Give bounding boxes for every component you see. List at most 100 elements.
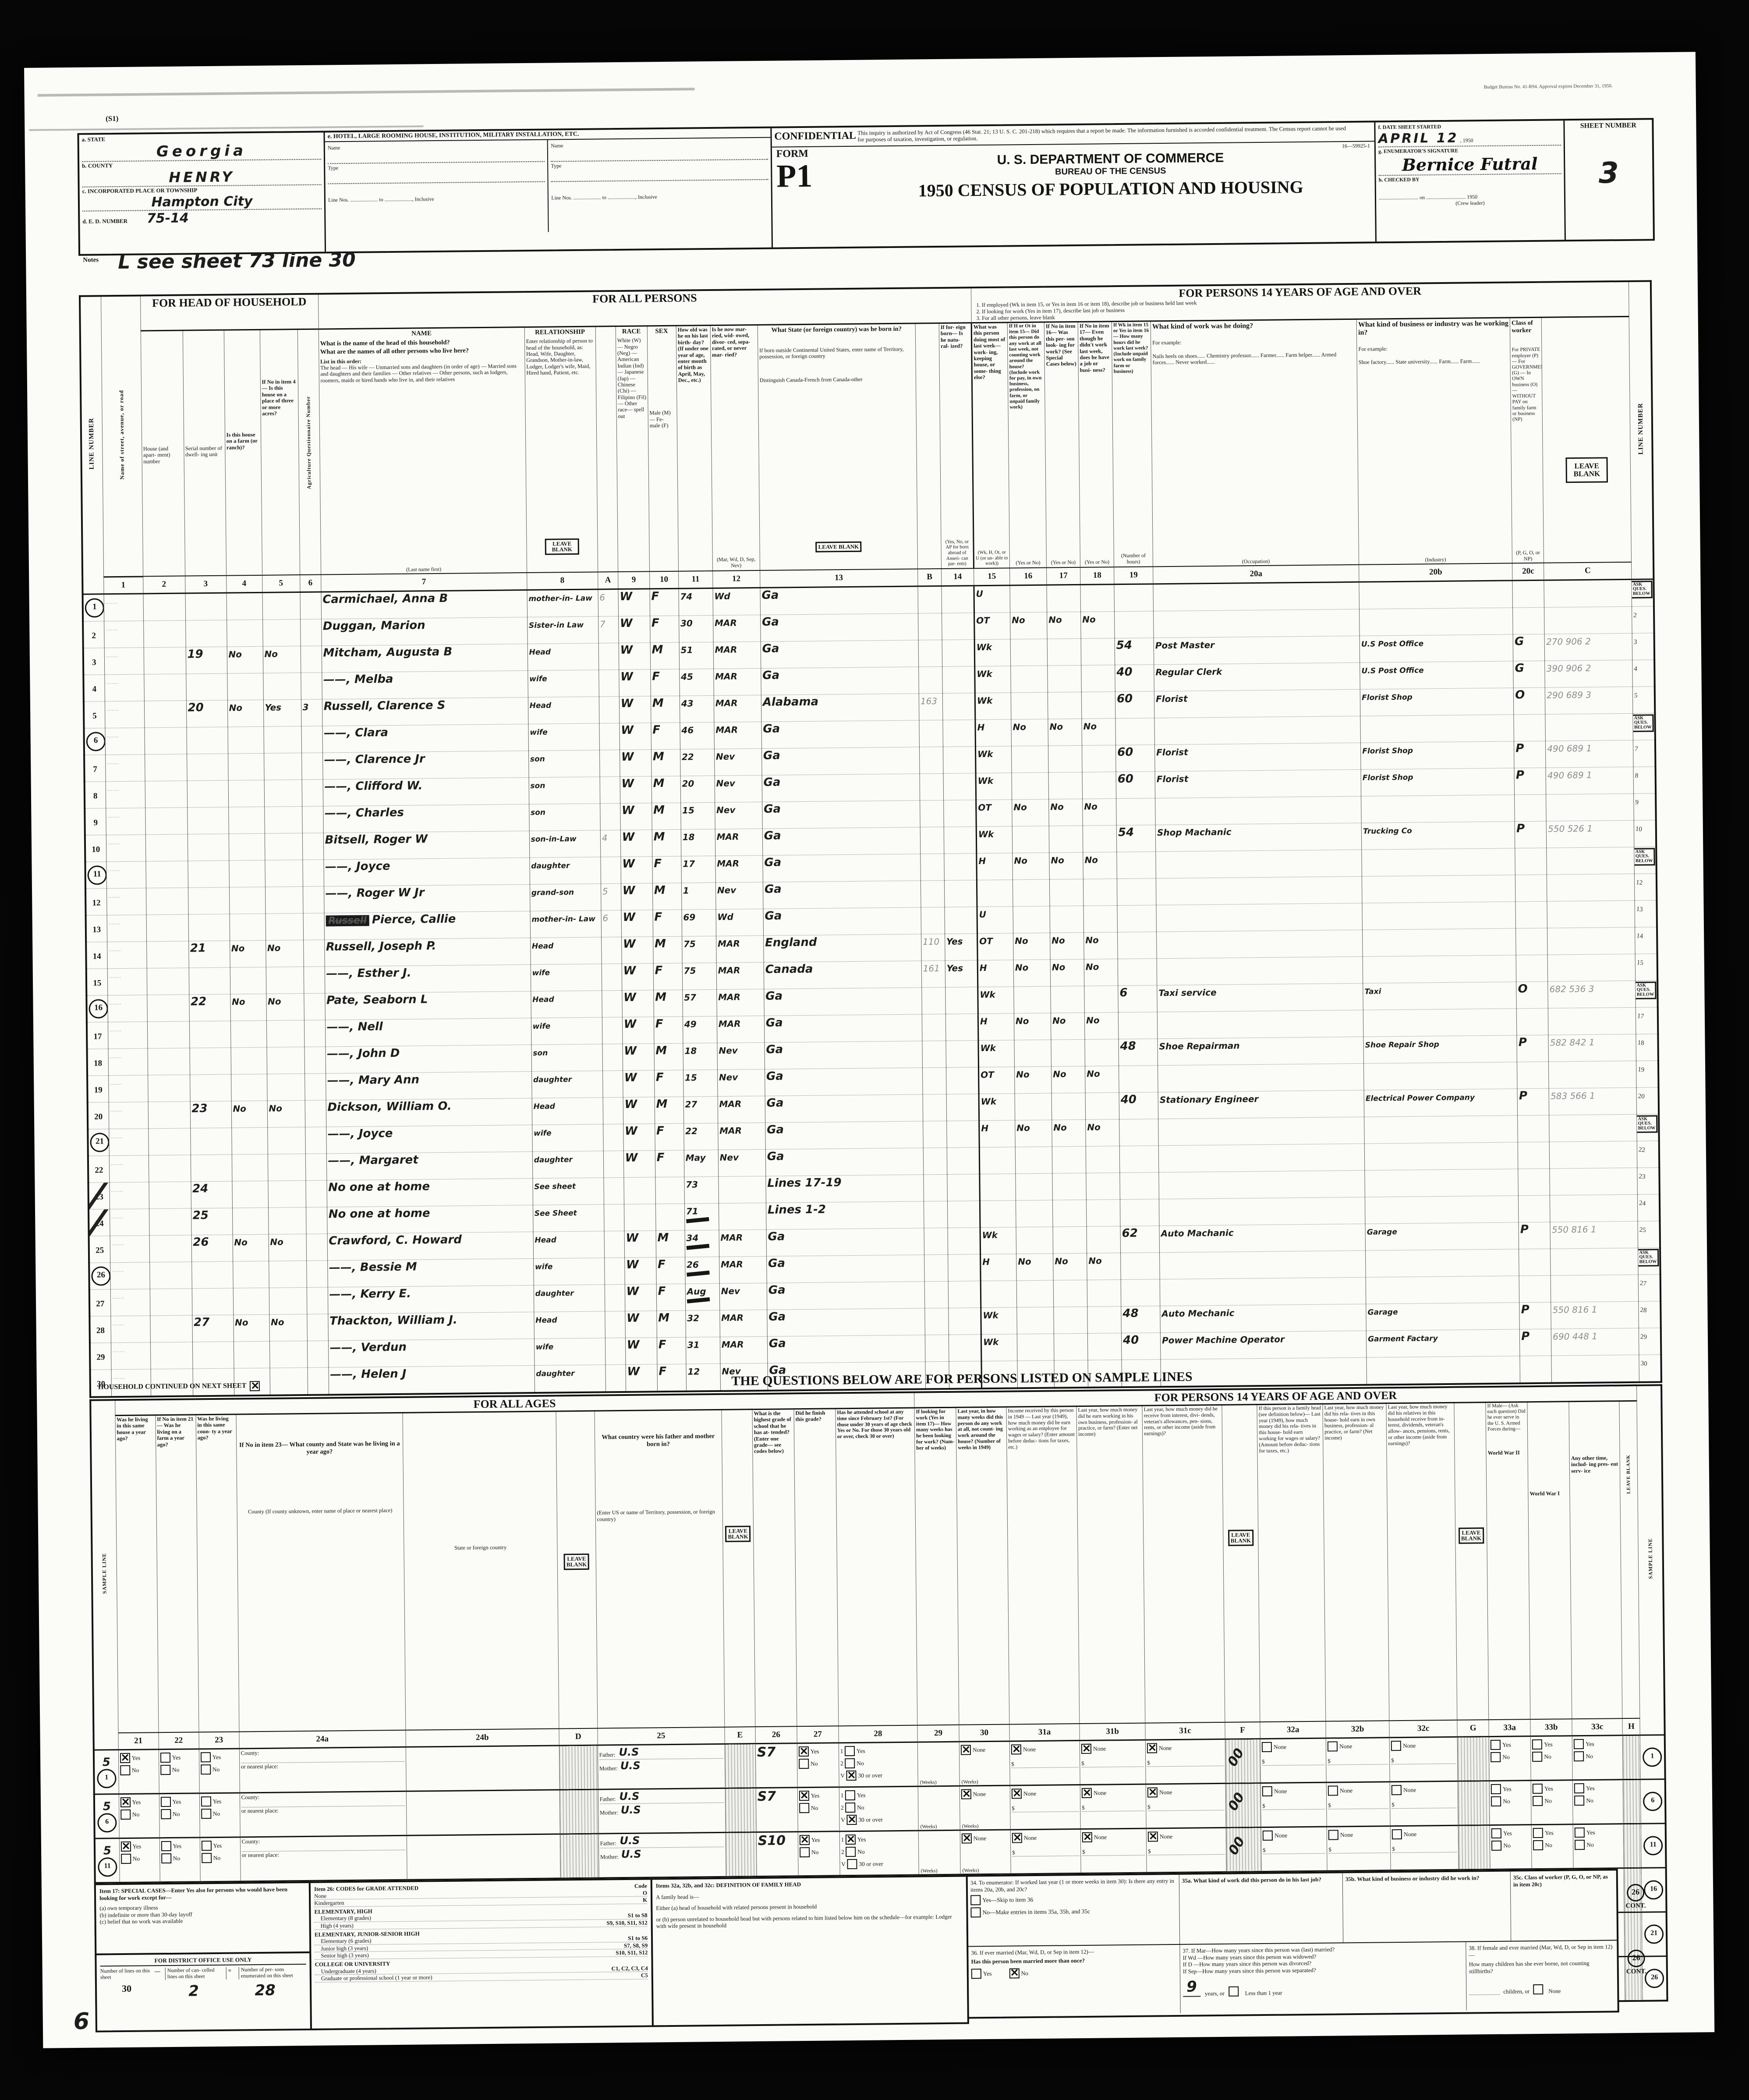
item17-box: Item 17: SPECIAL CASES—Enter Yes also fo… [94,1881,312,1957]
person-name: ——, Charles [324,806,404,820]
house-number-cell [145,834,188,861]
birthplace-cell: Ga [767,1308,925,1336]
column-number: 17 [1046,567,1080,585]
sex-cell: M [653,989,683,1017]
col24a-header: If No in item 23— What county and State … [236,1413,406,1732]
class-of-worker-cell [1515,928,1548,955]
farm-cell [231,1154,268,1181]
q32a-cell: None $ [1260,1738,1327,1783]
sex-cell: M [656,1310,686,1338]
hours-cell [1118,1012,1158,1039]
colA-cell [602,1070,623,1098]
colC-cell: 583 566 1 [1549,1087,1637,1115]
marital-cell: MAR [719,1309,768,1337]
serial-number-cell: 24 [191,1181,233,1208]
line-number: 1 [85,598,104,618]
marital-cell: MAR [713,614,761,642]
form-header: a. STATE Georgia b. COUNTY HENRY c. INCO… [77,118,1655,256]
marital-cell: MAR [716,962,764,989]
industry-cell: U.S Post Office [1360,661,1514,689]
sex-cell: F [655,1150,684,1177]
occupation-cell: Post Master [1154,635,1360,665]
farm-cell [228,806,265,834]
q32b-cell: None $ [1326,1781,1391,1827]
age-cell: 45 [679,668,714,696]
worked-cell: No [1010,612,1048,639]
family-head-definition-box: Items 32a, 32b, and 32c: DEFINITION OF F… [650,1875,969,2027]
colC-header: LEAVE BLANK [1541,316,1632,563]
q28-cell: 1 Yes 2 No V 30 or over [839,1831,919,1876]
activity-cell: H [979,1120,1016,1147]
column-number: 18 [1080,567,1114,584]
name-cell: Russell Pierce, Callie [324,911,531,940]
col5-header: If No in item 4— Is this house on a plac… [259,329,300,575]
q32c-cell: None $ [1389,1737,1458,1782]
line-number: 14 [92,951,101,961]
colB-cell [920,826,944,854]
activity-cell: H [978,1013,1014,1041]
line-number: 21 [90,1132,109,1152]
industry-cell: Electrical Power Company [1364,1088,1518,1117]
agq-cell [306,1207,327,1234]
race-cell: W [620,776,652,804]
naturalized-cell [942,693,975,720]
farm-cell [230,1020,267,1048]
q32c-cell: None $ [1390,1825,1459,1870]
house-number-cell [146,941,189,968]
column-number: 20c [1512,563,1544,581]
agency-title: 16—59925-1 U. S. DEPARTMENT OF COMMERCE … [851,142,1371,201]
acres-cell [269,1287,307,1314]
q33b-cell: Yes No [1531,1824,1574,1869]
q21-no-checkbox [120,1765,130,1776]
other-service-yes-checkbox [1573,1739,1584,1749]
column-number: 28 [838,1725,918,1743]
q33a-cell: Yes No [1489,1736,1531,1781]
sex-cell: M [650,642,680,669]
code-jrhigh-value: S7, S8, S9 [623,1942,648,1949]
col3-header: Serial number of dwell- ing unit [182,330,227,576]
item36-yes-checkbox [971,1969,981,1979]
serial-number-cell [189,1047,231,1075]
line-number-cell: 19 ╱ [87,1075,109,1102]
occupation-cell [1157,956,1363,985]
serial-number-cell: 26 [191,1234,233,1262]
occupation-cell: Shoe Repairman [1157,1036,1364,1066]
name-cell: ——, Clarence Jr [322,751,529,779]
item38-none-label: None [1548,1987,1561,1994]
sex-cell: M [651,695,680,723]
relationship-cell: Head [533,1231,605,1258]
relationship-cell: son-in-Law [529,830,601,858]
sheet-number-label: SHEET NUMBER [1580,121,1636,130]
col6-header: Agriculture Questionnaire Number [297,329,321,575]
acres-cell [267,1073,305,1101]
q21-yes-checkbox [120,1841,131,1852]
minus-sign: — [154,1968,160,1975]
name-cell: ——, Joyce [323,857,530,886]
relationship-cell: Head [531,990,602,1018]
race-cell: W [620,749,651,777]
column-number: 3 [185,575,227,593]
looking-cell: No [1048,718,1082,746]
line-number-right: 14 [1636,932,1644,940]
ww2-yes-checkbox [1490,1739,1501,1750]
sex-cell: F [655,1123,684,1151]
line-number-right: 24 [1639,1199,1646,1207]
cont-line-number: 26 [1626,1884,1645,1902]
name-cell: No one at home [326,1178,533,1207]
looking-cell [1047,665,1082,692]
q22-yes-checkbox [160,1796,171,1807]
line-number: 12 [92,898,101,908]
q31c-cell: None $ [1146,1827,1227,1873]
activity-cell: U [977,906,1013,934]
worked-cell [1015,1146,1052,1174]
agq-cell [306,1287,328,1314]
age-cell: 30 [679,615,713,642]
agq-cell [300,619,322,646]
naturalized-cell [945,1040,979,1067]
has-job-cell: No [1081,718,1116,745]
colC-cell: 390 906 2 [1544,659,1633,687]
sex-cell: M [651,802,681,830]
